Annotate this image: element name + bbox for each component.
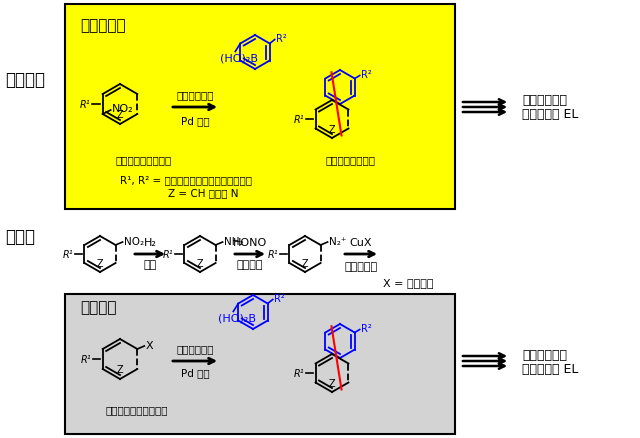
Text: Z: Z xyxy=(329,378,335,388)
Text: 有機ボロン酸: 有機ボロン酸 xyxy=(176,343,214,353)
Bar xyxy=(65,5,455,209)
Text: R¹: R¹ xyxy=(293,368,304,378)
Text: Z = CH または N: Z = CH または N xyxy=(168,187,239,198)
Text: R¹: R¹ xyxy=(79,100,90,110)
Text: NO₂: NO₂ xyxy=(111,104,133,114)
Text: Z: Z xyxy=(301,258,308,268)
Text: Z: Z xyxy=(196,258,204,268)
Text: 芳香族ハロゲン化偓物: 芳香族ハロゲン化偓物 xyxy=(105,404,168,414)
Text: R²: R² xyxy=(276,35,287,44)
Text: R¹: R¹ xyxy=(62,249,73,259)
Text: HONO: HONO xyxy=(233,237,267,247)
Text: 有機ボロン酸: 有機ボロン酸 xyxy=(176,90,214,100)
Text: X: X xyxy=(145,340,153,350)
Text: R¹: R¹ xyxy=(163,249,173,259)
Text: Pd 促媒: Pd 促媒 xyxy=(180,116,209,126)
Text: 医薬、農薬、: 医薬、農薬、 xyxy=(522,94,567,107)
Text: R¹: R¹ xyxy=(81,354,91,364)
Text: R²: R² xyxy=(361,71,371,80)
Text: 液晶、有機 EL: 液晶、有機 EL xyxy=(522,108,579,121)
Text: R²: R² xyxy=(361,324,371,334)
Text: (HO)₂B: (HO)₂B xyxy=(218,313,256,323)
Text: 本研究：: 本研究： xyxy=(5,71,45,89)
Text: N₂⁺: N₂⁺ xyxy=(328,237,346,247)
Text: R¹, R² = 位置および種類が任意の置換基: R¹, R² = 位置および種類が任意の置換基 xyxy=(120,175,252,184)
Text: Z: Z xyxy=(97,258,103,268)
Text: R¹: R¹ xyxy=(293,115,304,125)
Text: R²: R² xyxy=(274,294,284,304)
Text: ジアゾ化: ジアゾ化 xyxy=(237,259,263,269)
Text: CuX: CuX xyxy=(349,237,372,247)
Text: NH₂: NH₂ xyxy=(223,237,243,247)
Text: 従来：: 従来： xyxy=(5,227,35,245)
Text: 液晶、有機 EL: 液晶、有機 EL xyxy=(522,362,579,375)
Text: ビアリール化合物: ビアリール化合物 xyxy=(325,155,375,165)
Text: Z: Z xyxy=(116,364,124,374)
Text: Pd 促媒: Pd 促媒 xyxy=(180,367,209,377)
Text: H₂: H₂ xyxy=(143,237,156,247)
Text: NO₂: NO₂ xyxy=(124,237,144,247)
Bar xyxy=(65,294,455,434)
Text: 今回の反応: 今回の反応 xyxy=(80,18,125,33)
Text: 医薬、農薬、: 医薬、農薬、 xyxy=(522,348,567,361)
Text: R¹: R¹ xyxy=(268,249,278,259)
Text: (HO)₂B: (HO)₂B xyxy=(220,53,259,64)
Text: 従来反応: 従来反応 xyxy=(80,299,116,314)
Text: X = ハロゲン: X = ハロゲン xyxy=(383,277,433,287)
Text: Z: Z xyxy=(329,125,335,135)
Text: 還元: 還元 xyxy=(143,259,157,269)
Text: Z: Z xyxy=(116,110,124,120)
Text: ハロゲン化: ハロゲン化 xyxy=(344,261,378,272)
Text: 芳香族ニトロ化合物: 芳香族ニトロ化合物 xyxy=(115,155,172,165)
